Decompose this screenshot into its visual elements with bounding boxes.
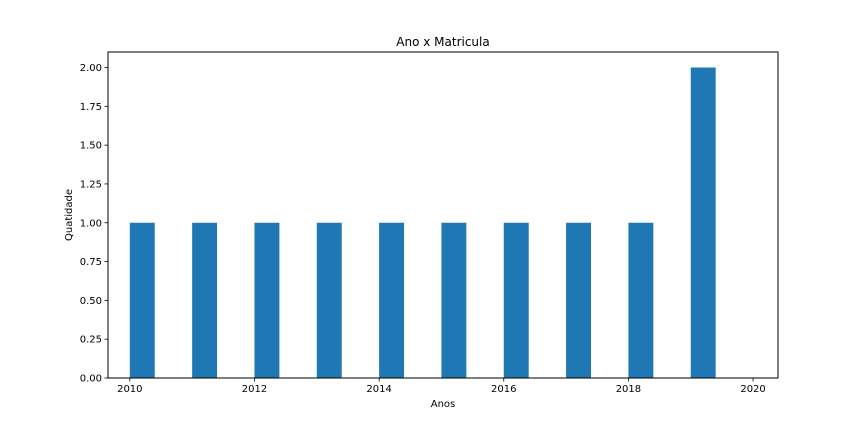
bars-group [129,67,716,379]
bar [316,222,342,378]
y-tick-label: 0.00 [80,374,102,385]
y-tick-label: 1.25 [80,179,102,190]
x-tick-label: 2020 [740,384,765,395]
x-tick-label: 2018 [616,384,641,395]
bar [628,222,654,378]
y-tick-label: 2.00 [80,63,102,74]
x-axis-ticks: 2010 2012 2014 2016 2018 2020 [117,378,766,395]
bar [379,222,405,378]
y-tick-label: 0.75 [80,257,102,268]
bar [566,222,592,378]
bar [441,222,467,378]
x-tick-label: 2010 [117,384,142,395]
bar [690,67,716,379]
x-tick-label: 2016 [491,384,516,395]
x-tick-label: 2014 [366,384,391,395]
y-tick-label: 0.50 [80,296,102,307]
bar [254,222,280,378]
bar [129,222,155,378]
y-tick-label: 1.50 [80,141,102,152]
y-tick-label: 0.25 [80,335,102,346]
y-tick-label: 1.75 [80,102,102,113]
y-tick-label: 1.00 [80,218,102,229]
chart-title: Ano x Matricula [396,35,489,49]
y-axis-ticks: 0.00 0.25 0.50 0.75 1.00 1.25 1.50 1.75 2.00 [80,63,108,385]
bar [192,222,218,378]
y-axis-label: Quatidade [64,189,75,241]
plot-frame [107,51,779,379]
x-axis-label: Anos [431,399,456,410]
bar [503,222,529,378]
x-tick-label: 2012 [242,384,267,395]
